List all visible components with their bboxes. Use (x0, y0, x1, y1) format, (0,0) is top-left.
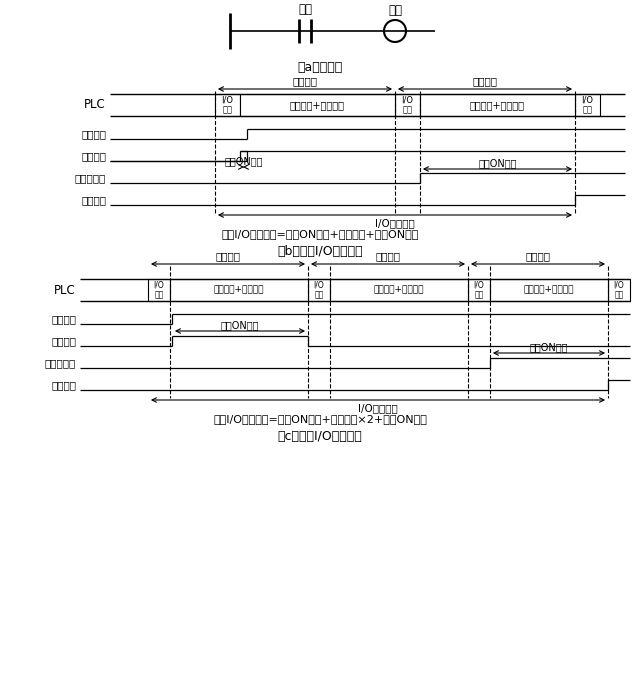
Text: I/O
刷新: I/O 刷新 (582, 95, 593, 115)
Text: 输入: 输入 (298, 3, 312, 16)
Bar (420, 94, 575, 116)
Text: 执行指令+其他处理: 执行指令+其他处理 (290, 100, 345, 110)
Text: I/O
刷新: I/O 刷新 (221, 95, 234, 115)
Text: I/O
刷新: I/O 刷新 (314, 281, 324, 299)
Bar (468, 279, 490, 301)
Text: 输出触点: 输出触点 (81, 195, 106, 205)
Text: 输出锁存器: 输出锁存器 (75, 173, 106, 183)
Text: I/O
刷新: I/O 刷新 (474, 281, 484, 299)
Text: 执行指令+其他处理: 执行指令+其他处理 (470, 100, 525, 110)
Bar (395, 94, 420, 116)
Text: PLC: PLC (84, 99, 106, 112)
Bar (215, 94, 240, 116)
Bar (308, 279, 330, 301)
Bar (148, 279, 170, 301)
Bar (575, 94, 600, 116)
Text: 扫描时间: 扫描时间 (525, 251, 550, 261)
Text: 输入触点: 输入触点 (51, 314, 76, 324)
Text: I/O
刷新: I/O 刷新 (614, 281, 625, 299)
Text: 输入触点: 输入触点 (81, 129, 106, 139)
Text: 扫描时间: 扫描时间 (216, 251, 241, 261)
Bar (490, 279, 608, 301)
Text: PLC: PLC (54, 283, 76, 297)
Text: （c）最大I/O响应时间: （c）最大I/O响应时间 (278, 430, 362, 443)
Text: 最小I/O响应时间=输入ON延时+扫描时间+输出ON延时: 最小I/O响应时间=输入ON延时+扫描时间+输出ON延时 (221, 229, 419, 239)
Text: I/O
刷新: I/O 刷新 (401, 95, 413, 115)
Text: （b）最小I/O响应时间: （b）最小I/O响应时间 (277, 245, 363, 258)
Text: I/O响应时间: I/O响应时间 (375, 218, 415, 228)
Text: I/O
刷新: I/O 刷新 (154, 281, 164, 299)
Text: 输入ON延时: 输入ON延时 (221, 320, 259, 330)
Text: 最大I/O响应时间=输入ON延时+扫描时间×2+输出ON延时: 最大I/O响应时间=输入ON延时+扫描时间×2+输出ON延时 (213, 414, 427, 424)
Text: 执行指令+其他处理: 执行指令+其他处理 (214, 285, 264, 295)
Text: 执行指令+其他处理: 执行指令+其他处理 (524, 285, 574, 295)
Text: 输入ON延时: 输入ON延时 (224, 156, 263, 166)
Text: （a）梯形图: （a）梯形图 (298, 61, 342, 74)
Text: 输出: 输出 (388, 4, 402, 17)
Text: 扫描时间: 扫描时间 (376, 251, 401, 261)
Text: 输出触点: 输出触点 (51, 380, 76, 390)
Text: 扫描时间: 扫描时间 (472, 76, 497, 86)
Text: 执行指令+其他处理: 执行指令+其他处理 (374, 285, 424, 295)
Text: 扫描时间: 扫描时间 (292, 76, 317, 86)
Bar (608, 279, 630, 301)
Text: I/O响应时间: I/O响应时间 (358, 403, 398, 413)
Bar (240, 94, 395, 116)
Bar (170, 279, 308, 301)
Text: 输出ON延时: 输出ON延时 (478, 158, 516, 168)
Text: 输入滤波: 输入滤波 (51, 336, 76, 346)
Text: 输出ON延时: 输出ON延时 (530, 342, 568, 352)
Text: 输入滤波: 输入滤波 (81, 151, 106, 161)
Bar (330, 279, 468, 301)
Text: 输出锁存器: 输出锁存器 (45, 358, 76, 368)
